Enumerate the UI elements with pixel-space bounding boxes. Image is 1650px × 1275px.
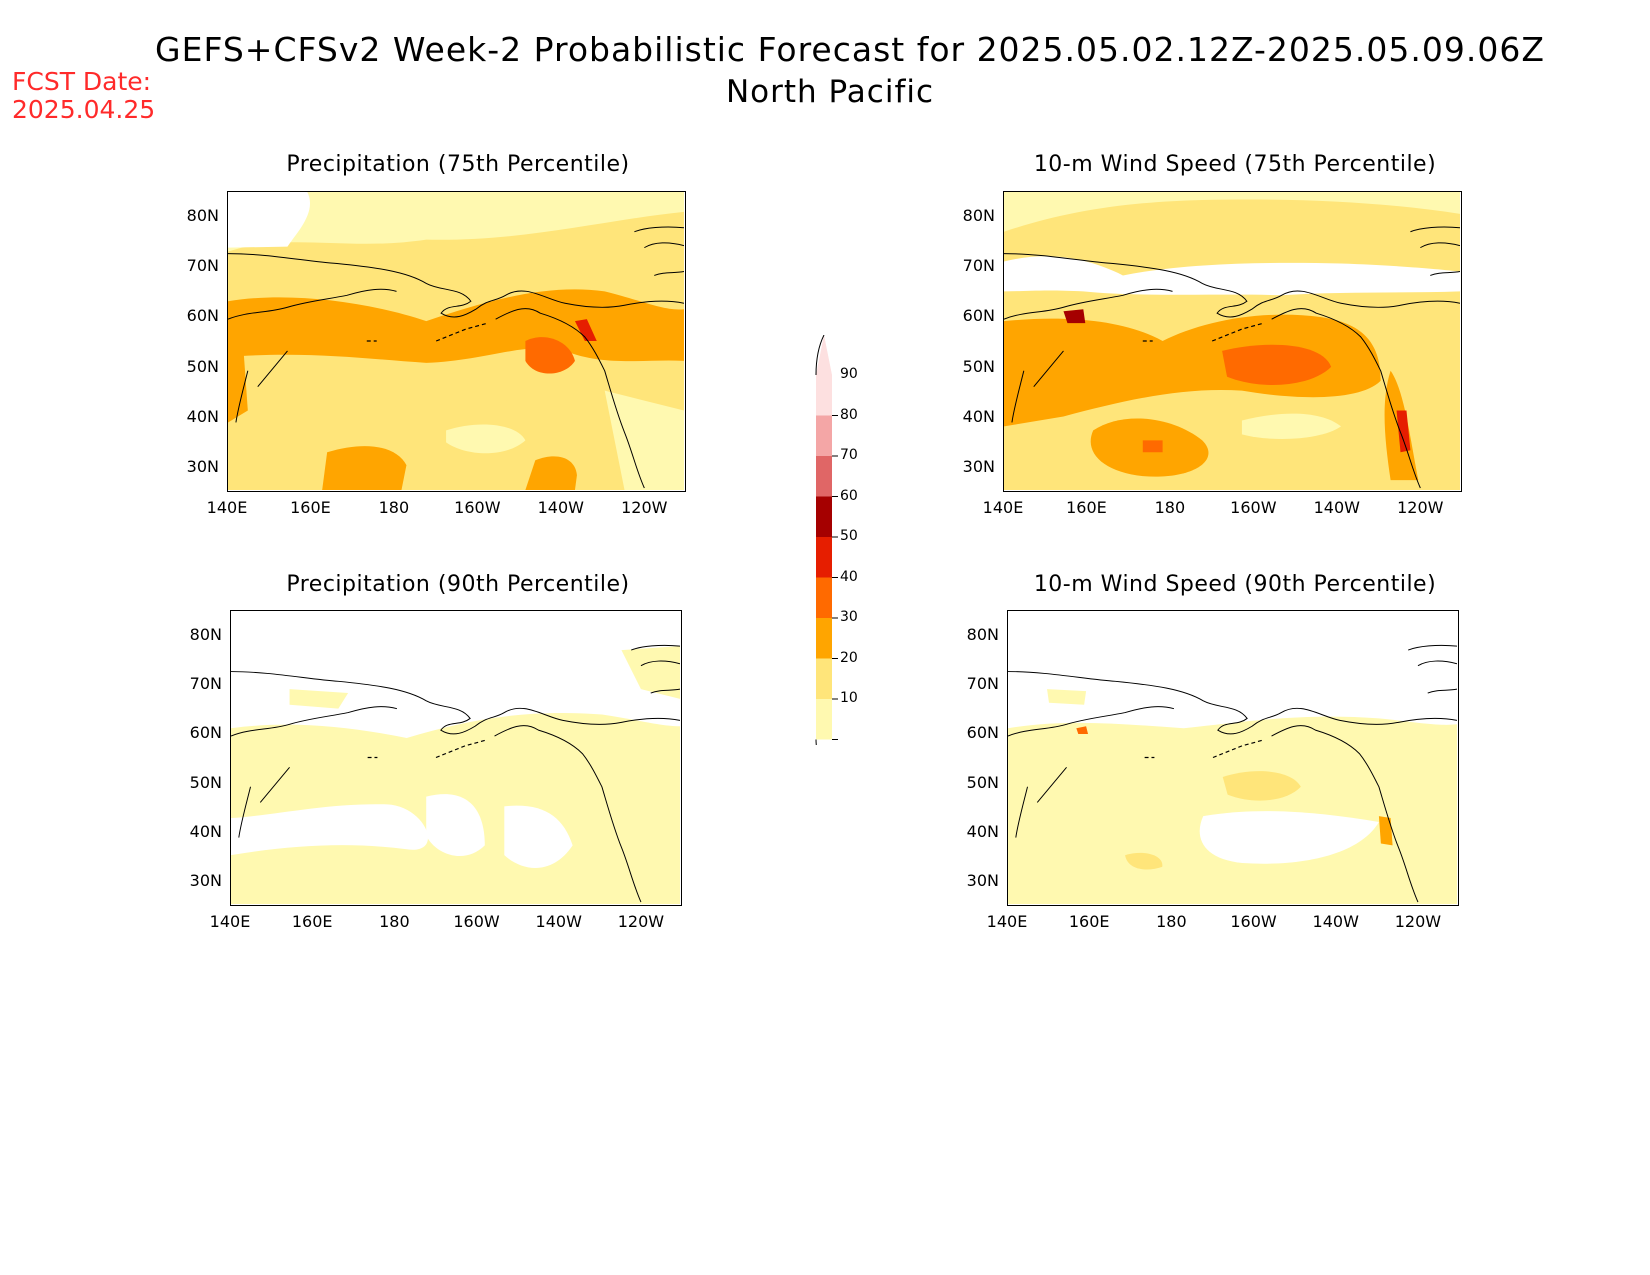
lon-tick-label: 160E — [1068, 912, 1110, 931]
lon-tick-label: 180 — [1156, 912, 1187, 931]
colorbar-level-label: 30 — [840, 609, 858, 625]
lon-tick-label: 160E — [1066, 498, 1107, 517]
lat-tick-label: 80N — [966, 624, 999, 644]
colorbar-swatch — [816, 658, 832, 699]
map-field — [1004, 192, 1460, 490]
lon-tick-label: 140W — [537, 498, 584, 517]
lon-tick-label: 140W — [1313, 498, 1360, 517]
lat-tick-label: 70N — [966, 674, 999, 693]
lat-tick-label: 80N — [189, 624, 222, 644]
fcst-date-label: FCST Date: — [12, 67, 152, 96]
colorbar-level-label: 20 — [840, 649, 858, 666]
colorbar-level-label: 60 — [840, 487, 858, 504]
map-field — [1008, 611, 1457, 904]
colorbar-swatch — [816, 577, 832, 618]
lat-tick-label: 30N — [189, 871, 222, 891]
lon-tick-label: 120W — [621, 498, 668, 517]
colorbar — [815, 335, 838, 745]
lon-tick-label: 180 — [1154, 498, 1186, 517]
lat-tick-label: 50N — [186, 356, 219, 376]
map-field — [231, 611, 680, 904]
lat-tick-label: 80N — [962, 206, 995, 226]
panel-title-wind-90: 10-m Wind Speed (90th Percentile) — [1033, 572, 1437, 597]
lat-tick-label: 30N — [186, 456, 219, 476]
lat-tick-label: 60N — [189, 723, 222, 743]
lon-tick-label: 140E — [986, 912, 1028, 931]
lon-tick-label: 140E — [982, 498, 1024, 517]
lat-tick-label: 40N — [966, 822, 999, 841]
colorbar-level-label: 40 — [840, 568, 858, 585]
lat-tick-label: 30N — [962, 456, 995, 476]
lon-tick-label: 140E — [209, 912, 251, 931]
lat-tick-label: 60N — [966, 723, 999, 743]
lat-tick-label: 40N — [962, 406, 995, 426]
lon-tick-label: 180 — [378, 498, 410, 517]
lon-tick-label: 160W — [1230, 498, 1277, 517]
colorbar-swatch — [816, 375, 832, 416]
colorbar-swatch — [816, 496, 832, 537]
panel-title-precip-90: Precipitation (90th Percentile) — [286, 572, 630, 597]
map-field — [228, 192, 684, 490]
lon-tick-label: 120W — [1397, 498, 1444, 517]
map-precip-75 — [227, 191, 686, 492]
colorbar-swatch — [816, 618, 832, 659]
map-wind-75 — [1003, 191, 1462, 492]
lat-tick-label: 50N — [962, 356, 995, 376]
lon-tick-label: 160W — [1230, 912, 1277, 931]
lat-tick-label: 40N — [189, 822, 222, 841]
lat-tick-label: 60N — [186, 306, 219, 326]
main-title: GEFS+CFSv2 Week-2 Probabilistic Forecast… — [155, 30, 1545, 69]
panel-title-wind-75: 10-m Wind Speed (75th Percentile) — [1033, 152, 1437, 177]
panel-title-precip-75: Precipitation (75th Percentile) — [286, 152, 630, 177]
map-wind-90 — [1007, 610, 1459, 906]
colorbar-level-label: 90 — [840, 366, 858, 382]
colorbar-swatch — [816, 699, 832, 740]
lon-tick-label: 160W — [453, 912, 500, 931]
lon-tick-label: 120W — [617, 912, 665, 931]
lat-tick-label: 70N — [962, 256, 995, 276]
fcst-date-value: 2025.04.25 — [12, 95, 156, 124]
colorbar-swatch — [816, 415, 832, 456]
lat-tick-label: 40N — [186, 406, 219, 426]
lon-tick-label: 120W — [1394, 912, 1442, 931]
lon-tick-label: 160W — [454, 498, 501, 517]
colorbar-swatch — [816, 537, 832, 578]
lon-tick-label: 140W — [1312, 912, 1359, 931]
lat-tick-label: 50N — [189, 772, 222, 792]
lon-tick-label: 140W — [535, 912, 582, 931]
lat-tick-label: 50N — [966, 772, 999, 792]
lon-tick-label: 180 — [379, 912, 410, 931]
lon-tick-label: 140E — [206, 498, 248, 517]
colorbar-level-label: 10 — [840, 690, 858, 706]
colorbar-level-label: 80 — [840, 406, 858, 423]
lat-tick-label: 30N — [966, 871, 999, 891]
region-subtitle: North Pacific — [725, 74, 935, 110]
map-precip-90 — [230, 610, 682, 906]
lat-tick-label: 80N — [186, 206, 219, 226]
lon-tick-label: 160E — [291, 912, 333, 931]
colorbar-level-label: 70 — [840, 447, 858, 463]
lat-tick-label: 70N — [186, 256, 219, 276]
lat-tick-label: 70N — [189, 674, 222, 693]
lon-tick-label: 160E — [290, 498, 331, 517]
colorbar-swatch — [816, 456, 832, 497]
colorbar-level-label: 50 — [840, 528, 858, 544]
lat-tick-label: 60N — [962, 306, 995, 326]
